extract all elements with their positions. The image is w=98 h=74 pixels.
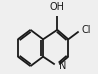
- Text: N: N: [59, 61, 66, 71]
- Text: Cl: Cl: [82, 25, 91, 35]
- Text: OH: OH: [50, 2, 65, 12]
